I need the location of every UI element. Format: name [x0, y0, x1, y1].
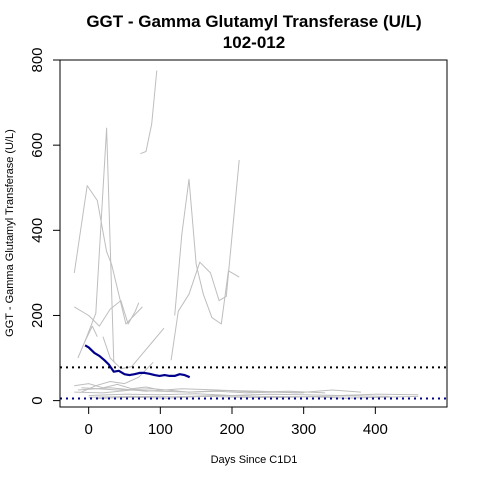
- y-tick-label: 0: [29, 396, 46, 404]
- y-tick-label: 200: [29, 303, 46, 328]
- reference-lines: [60, 366, 447, 400]
- chart-title: GGT - Gamma Glutamyl Transferase (U/L): [86, 12, 421, 31]
- background-series-line: [84, 127, 115, 363]
- x-axis: 0 100 200 300 400: [84, 406, 388, 438]
- x-tick-label: 300: [291, 421, 316, 438]
- series-layer: [73, 70, 419, 399]
- x-tick-label: 0: [84, 421, 92, 438]
- y-axis: 0 200 400 600 800: [29, 47, 61, 405]
- background-series-line: [74, 383, 161, 391]
- background-series-line: [102, 327, 165, 370]
- x-axis-label: Days Since C1D1: [211, 454, 298, 466]
- background-series-line: [140, 70, 158, 155]
- background-series-line: [74, 300, 140, 327]
- y-axis-label: GGT - Gamma Glutamyl Transferase (U/L): [4, 129, 16, 337]
- y-tick-label: 400: [29, 218, 46, 243]
- chart-subtitle: 102-012: [223, 33, 285, 52]
- x-tick-label: 100: [148, 421, 173, 438]
- background-series-line: [88, 393, 419, 396]
- plot-frame: [59, 59, 448, 408]
- background-series-line: [73, 185, 143, 325]
- background-series-line: [174, 178, 240, 325]
- x-tick-label: 200: [219, 421, 244, 438]
- background-series-line: [77, 325, 98, 359]
- highlight-series-line: [84, 344, 191, 379]
- background-series-line: [88, 395, 390, 398]
- background-series-line: [95, 395, 419, 399]
- x-tick-label: 400: [363, 421, 388, 438]
- background-series-line: [77, 387, 326, 394]
- background-series-line: [170, 160, 240, 361]
- y-tick-label: 800: [29, 47, 46, 72]
- background-series-line: [81, 361, 154, 393]
- y-tick-label: 600: [29, 133, 46, 158]
